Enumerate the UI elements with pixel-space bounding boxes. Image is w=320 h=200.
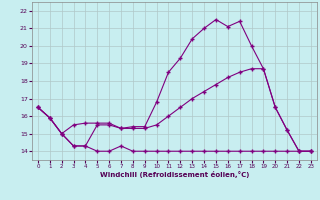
- X-axis label: Windchill (Refroidissement éolien,°C): Windchill (Refroidissement éolien,°C): [100, 171, 249, 178]
